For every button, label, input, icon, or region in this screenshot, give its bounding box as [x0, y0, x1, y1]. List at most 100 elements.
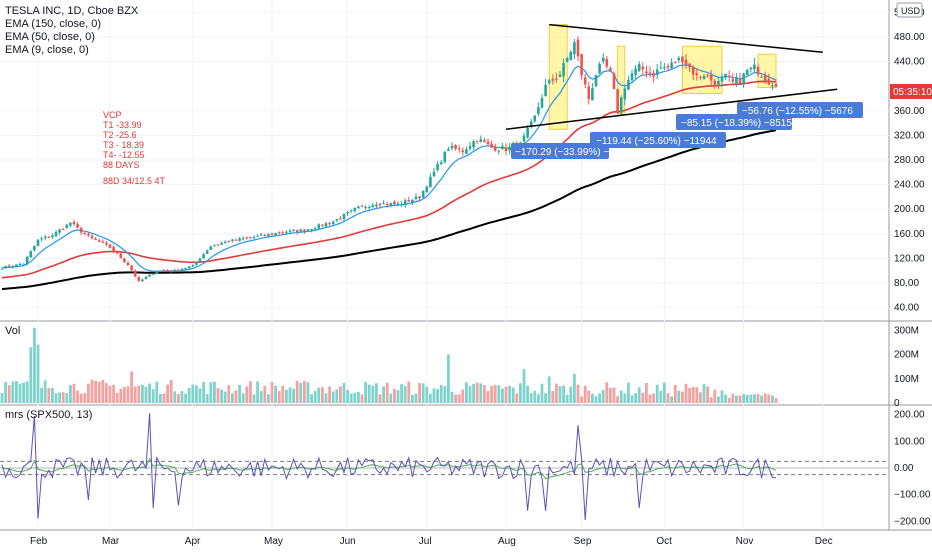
candle-body	[299, 229, 303, 232]
candle-body	[418, 196, 421, 199]
candle-body	[0, 268, 4, 270]
candle-body	[630, 73, 634, 81]
candle-body	[151, 273, 155, 275]
legend-ema9[interactable]: EMA (9, close, 0)	[5, 44, 89, 56]
candle-body	[591, 88, 594, 101]
vcp-note-line: T3 - 18.39	[103, 140, 144, 150]
candle-body	[184, 268, 187, 270]
candle-body	[616, 89, 619, 114]
candle-body	[688, 63, 691, 68]
volume-bar	[76, 390, 79, 403]
candle-body	[436, 164, 439, 171]
candle-body	[569, 51, 573, 60]
volume-bar	[130, 371, 133, 403]
volume-bar	[360, 394, 364, 403]
candle-body	[677, 57, 681, 61]
candle-body	[573, 42, 576, 55]
price-axis-tick: 120.00	[894, 253, 925, 264]
candle-body	[648, 72, 652, 74]
legend-ema150[interactable]: EMA (150, close, 0)	[5, 18, 101, 30]
currency-badge-text: USD	[901, 6, 921, 16]
candle-body	[609, 68, 612, 71]
ema50-line	[1, 80, 777, 279]
candle-body	[670, 62, 673, 69]
volume-bar	[148, 383, 151, 403]
candle-body	[295, 230, 299, 233]
price-axis-tick: 80.00	[894, 278, 919, 289]
volume-bar	[184, 393, 187, 403]
candle-body	[155, 271, 159, 274]
candle-body	[281, 232, 285, 234]
last-price-tag-text: 05:35:10	[893, 87, 932, 98]
volume-bar	[357, 391, 360, 403]
candle-body	[724, 73, 727, 78]
volume-bar	[169, 379, 173, 403]
volume-bar	[709, 397, 713, 403]
candle-body	[76, 224, 79, 228]
volume-bar	[133, 386, 137, 403]
vcp-note-line: 88 DAYS	[103, 160, 139, 170]
volume-bar	[493, 385, 497, 403]
volume-bar	[486, 391, 490, 403]
measure-label[interactable]: −56.76 (−12.55%) −5676	[737, 102, 863, 118]
volume-bar	[540, 383, 544, 403]
volume-bar	[54, 393, 58, 403]
trend-lines[interactable]	[505, 23, 838, 130]
candle-body	[407, 200, 411, 202]
volume-bar	[241, 393, 245, 403]
volume-bar	[756, 393, 760, 403]
candle-body	[699, 76, 702, 78]
indicator-legend[interactable]: TESLA INC, 1D, Cboe BZX EMA (150, close,…	[5, 5, 139, 56]
volume-bar	[36, 344, 40, 403]
candle-body	[475, 140, 479, 142]
candle-body	[378, 204, 382, 206]
candle-body	[231, 239, 234, 242]
volume-bar	[162, 393, 166, 403]
candle-body	[522, 135, 526, 142]
volume-bar	[393, 388, 396, 403]
candle-body	[623, 88, 627, 100]
candle-body	[666, 66, 670, 68]
mrs-pane-title[interactable]: mrs (SPX500, 13)	[5, 409, 92, 421]
candle-body	[324, 223, 328, 227]
volume-bar	[195, 385, 198, 403]
candle-body	[267, 233, 270, 236]
volume-bar	[29, 347, 33, 403]
candle-body	[771, 85, 774, 87]
time-axis-tick: Mar	[102, 536, 120, 547]
price-axis-tick: 280.00	[894, 155, 925, 166]
volume-bar	[767, 394, 771, 403]
candle-body	[36, 239, 40, 246]
volume-bar	[220, 389, 223, 403]
volume-bar	[519, 383, 522, 403]
candle-body	[493, 146, 497, 151]
volume-bar	[234, 390, 238, 403]
candle-body	[580, 54, 583, 76]
measure-label-text: −56.76 (−12.55%) −5676	[742, 106, 853, 117]
candle-body	[61, 228, 65, 230]
candle-body	[457, 148, 461, 150]
candle-body	[702, 75, 706, 80]
volume-bar	[418, 383, 421, 403]
volume-bar	[601, 389, 605, 403]
volume-bar	[695, 387, 699, 403]
candle-body	[749, 67, 753, 70]
volume-bar	[731, 393, 735, 403]
volume-bar	[321, 387, 324, 403]
volume-bar	[245, 386, 249, 403]
volume-bar	[504, 386, 508, 403]
volume-bar	[457, 394, 461, 403]
measure-label[interactable]: −170.29 (−33.99%) −17029	[511, 143, 637, 159]
candle-body	[691, 66, 695, 75]
volume-pane-title[interactable]: Vol	[5, 325, 20, 337]
candle-body	[313, 228, 317, 230]
volume-bar	[313, 391, 317, 403]
measure-label[interactable]: −119.44 (−25.60%) −11944	[590, 132, 726, 148]
currency-badge[interactable]: USD	[896, 2, 923, 18]
volume-bar	[137, 385, 141, 403]
candle-body	[22, 263, 25, 265]
legend-ema50[interactable]: EMA (50, close, 0)	[5, 31, 95, 43]
volume-bar	[65, 393, 69, 403]
volume-bar	[328, 386, 331, 403]
